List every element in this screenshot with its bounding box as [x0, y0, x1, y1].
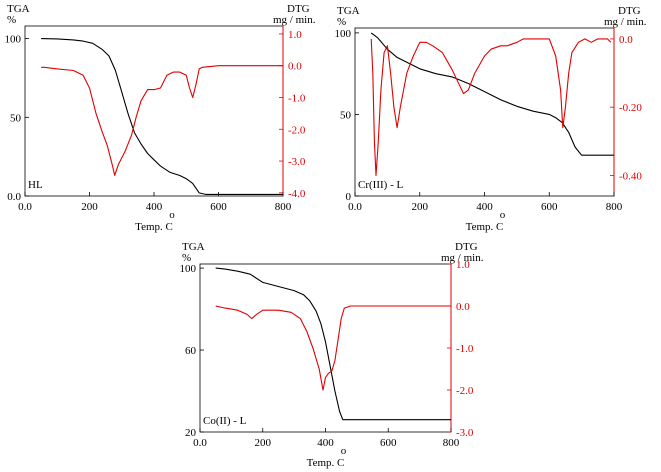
- x-tick-label: 800: [443, 437, 460, 449]
- right-axis-unit: mg / min.: [273, 14, 316, 26]
- right-tick-label: 1.0: [288, 29, 302, 41]
- tga-curve: [41, 38, 283, 195]
- dtg-curve: [215, 305, 451, 391]
- right-tick-label: 0.0: [288, 61, 302, 73]
- x-tick-label: 0.0: [18, 201, 32, 213]
- left-tick-label: 50: [340, 109, 352, 121]
- right-tick-label: -1.0: [288, 92, 306, 104]
- x-tick-label: 200: [412, 201, 429, 213]
- dtg-curve: [41, 65, 283, 176]
- left-axis-title: TGA: [337, 5, 360, 17]
- left-tick-label: 20: [185, 427, 197, 439]
- x-tick-label: 400: [317, 437, 334, 449]
- x-tick-label: 200: [255, 437, 272, 449]
- left-tick-label: 50: [10, 112, 22, 124]
- sample-label: Cr(III) - L: [358, 179, 403, 191]
- sample-label: Co(II) - L: [203, 415, 247, 427]
- x-tick-label: 400: [146, 201, 163, 213]
- x-tick-label: 0.0: [348, 201, 362, 213]
- x-axis-degree-mark: o: [169, 209, 175, 221]
- x-tick-label: 800: [606, 201, 623, 213]
- right-axis-unit: mg / min.: [441, 252, 484, 264]
- right-tick-label: -0.40: [619, 171, 642, 183]
- x-tick-label: 600: [541, 201, 558, 213]
- right-tick-label: -3.0: [288, 156, 306, 168]
- x-axis-degree-mark: o: [500, 209, 506, 221]
- right-tick-label: 1.0: [456, 259, 470, 271]
- right-axis-title: DTG: [287, 3, 310, 15]
- right-axis-title: DTG: [618, 5, 641, 17]
- x-axis-label: Temp. C: [466, 221, 504, 233]
- x-axis-label: Temp. C: [135, 221, 173, 233]
- tga-curve: [215, 267, 451, 421]
- tga-curve: [370, 32, 614, 156]
- plot-frame: [24, 25, 284, 197]
- left-tick-label: 0.0: [7, 191, 21, 203]
- left-tick-label: 100: [5, 34, 22, 46]
- right-tick-label: -1.0: [456, 343, 474, 355]
- left-tick-label: 100: [180, 263, 197, 275]
- right-tick-label: -3.0: [456, 427, 474, 439]
- right-tick-label: -4.0: [288, 188, 306, 200]
- x-tick-label: 0.0: [193, 437, 207, 449]
- plot-frame: [354, 27, 615, 197]
- left-tick-label: 60: [185, 345, 197, 357]
- plot-frame: [199, 263, 452, 433]
- x-tick-label: 800: [275, 201, 292, 213]
- dtg-curve: [370, 38, 612, 177]
- left-tick-label: 100: [335, 28, 352, 40]
- right-axis-title: DTG: [455, 241, 478, 253]
- x-tick-label: 600: [210, 201, 227, 213]
- right-tick-label: -0.20: [619, 102, 642, 114]
- x-axis-label: Temp. C: [307, 457, 345, 469]
- x-tick-label: 600: [380, 437, 397, 449]
- left-axis-unit: %: [182, 252, 191, 264]
- x-tick-label: 400: [476, 201, 493, 213]
- left-axis-title: TGA: [182, 241, 205, 253]
- right-tick-label: 0.0: [619, 34, 633, 46]
- right-tick-label: -2.0: [288, 124, 306, 136]
- left-tick-label: 0: [346, 191, 352, 203]
- right-axis-unit: mg / min.: [604, 16, 647, 28]
- x-axis-degree-mark: o: [341, 445, 347, 457]
- right-tick-label: -2.0: [456, 385, 474, 397]
- left-axis-unit: %: [7, 14, 16, 26]
- x-tick-label: 200: [81, 201, 98, 213]
- left-axis-unit: %: [337, 16, 346, 28]
- left-axis-title: TGA: [7, 3, 30, 15]
- sample-label: HL: [28, 179, 43, 191]
- right-tick-label: 0.0: [456, 301, 470, 313]
